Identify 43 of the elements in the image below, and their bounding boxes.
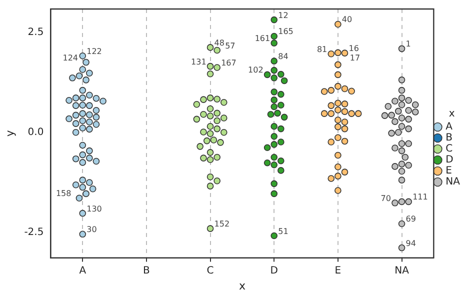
annotation: 111 <box>412 192 428 202</box>
annotation: 131 <box>191 57 206 66</box>
annotation: 30 <box>86 225 97 234</box>
annotation: 94 <box>406 238 416 248</box>
x-tick-label: D <box>270 265 278 276</box>
annotation: 57 <box>225 41 236 50</box>
y-tick-label: 0.0 <box>28 126 44 138</box>
legend-label: D <box>446 154 454 166</box>
annotation: 122 <box>86 46 102 56</box>
annotation: 158 <box>56 189 72 198</box>
annotation: 167 <box>221 58 236 68</box>
y-axis-title: y <box>3 130 16 137</box>
annotation: 165 <box>278 27 294 36</box>
annotation: 51 <box>278 226 288 236</box>
x-tick-label: B <box>143 265 150 276</box>
x-tick-label: C <box>206 265 214 276</box>
legend-label: E <box>446 166 452 177</box>
annotation: 48 <box>214 38 224 48</box>
annotation: 16 <box>348 44 359 54</box>
annotation: 1 <box>406 40 411 49</box>
annotation: 102 <box>248 66 264 75</box>
legend-label: NA <box>446 176 460 188</box>
x-tick-label: A <box>79 265 86 276</box>
annotation: 81 <box>316 44 328 54</box>
annotation: 124 <box>62 53 78 62</box>
annotation: 130 <box>86 204 102 214</box>
annotation: 161 <box>254 34 270 44</box>
annotation: 12 <box>278 10 288 20</box>
legend-title: x <box>238 279 246 292</box>
y-tick-label: 2.5 <box>28 26 44 38</box>
legend-label: B <box>446 132 453 144</box>
annotation: 17 <box>350 54 360 63</box>
annotation: 152 <box>214 220 230 229</box>
x-axis-title: x <box>448 108 455 120</box>
annotation: 40 <box>342 15 352 24</box>
annotation: 70 <box>380 194 391 203</box>
legend-label: C <box>446 144 453 155</box>
legend-label: A <box>446 122 453 133</box>
annotation: 84 <box>278 52 288 62</box>
annotation: 69 <box>406 214 416 224</box>
x-tick-label: NA <box>394 265 410 276</box>
y-tick-label: -2.5 <box>24 227 44 238</box>
x-tick-label: E <box>334 265 342 276</box>
